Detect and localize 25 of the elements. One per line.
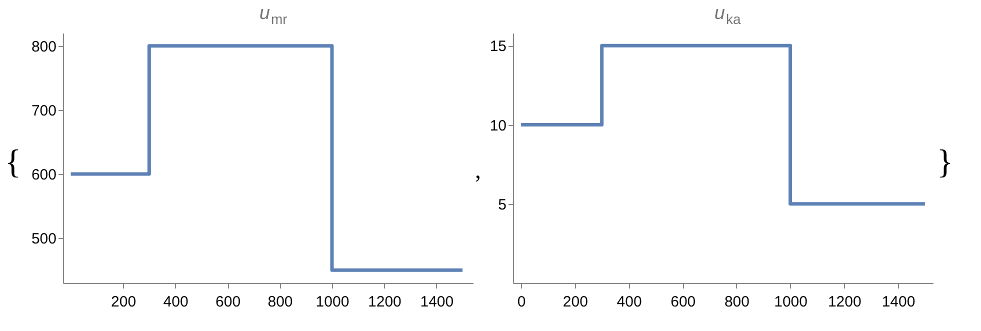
y-tick-label: 500	[31, 230, 56, 248]
x-tick-label: 400	[163, 294, 188, 310]
y-tick-label: 600	[31, 166, 56, 184]
x-tick-label: 400	[616, 294, 642, 310]
x-tick-label: 1000	[774, 294, 808, 310]
text: }	[936, 144, 954, 181]
x-tick-label: 600	[670, 294, 696, 310]
x-tick-label: 800	[724, 294, 750, 310]
x-tick-label: 0	[517, 294, 526, 310]
y-tick-label: 15	[490, 38, 506, 56]
y-tick-label: 5	[498, 196, 506, 214]
x-tick-label: 1400	[420, 294, 454, 310]
x-tick-label: 1200	[368, 294, 402, 310]
x-tick-label: 1400	[882, 294, 916, 310]
text: ,	[475, 158, 481, 184]
y-tick-label: 800	[31, 38, 56, 56]
x-tick-label: 1200	[828, 294, 862, 310]
x-tick-label: 1000	[316, 294, 350, 310]
x-tick-label: 200	[562, 294, 588, 310]
y-tick-label: 10	[490, 117, 506, 134]
x-tick-label: 200	[111, 294, 136, 310]
text: {	[4, 144, 22, 181]
x-tick-label: 600	[216, 294, 241, 310]
x-tick-label: 800	[268, 294, 293, 310]
y-tick-label: 700	[31, 102, 56, 120]
